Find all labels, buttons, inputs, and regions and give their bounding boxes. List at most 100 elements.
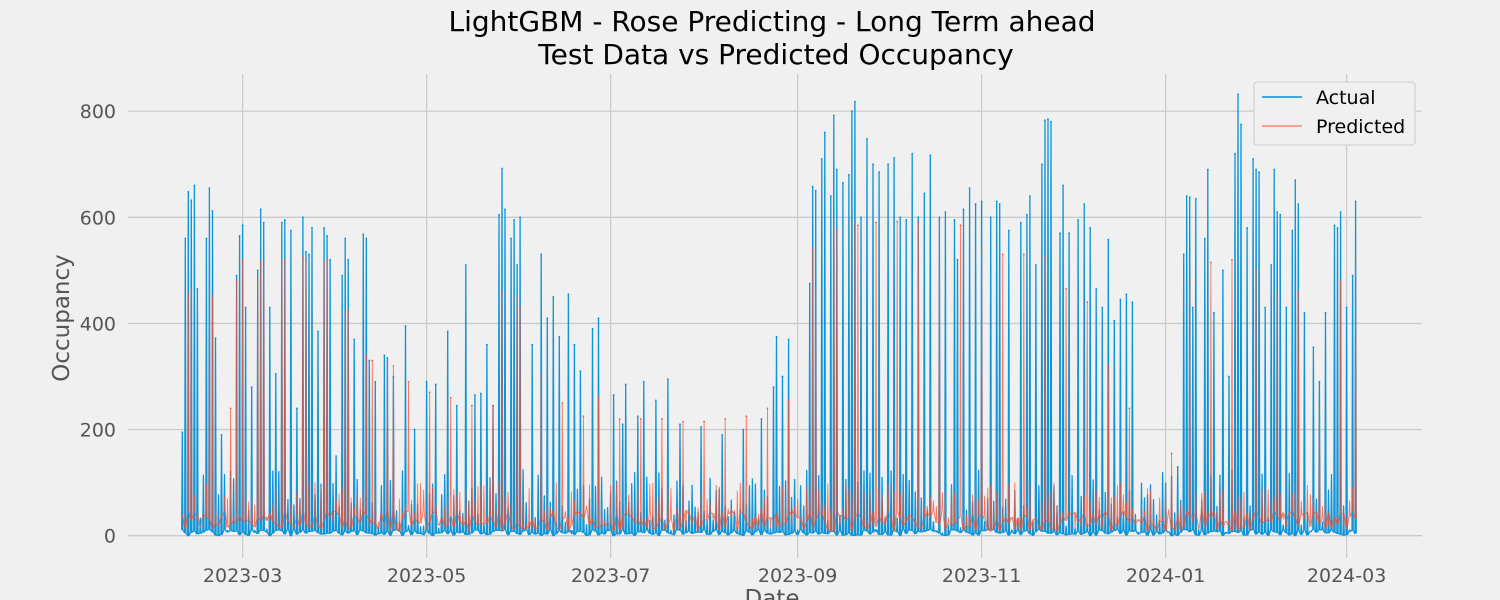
data-point-predicted bbox=[365, 354, 368, 357]
data-point-actual bbox=[887, 163, 890, 166]
data-point-actual bbox=[181, 431, 184, 434]
data-point-actual bbox=[208, 187, 211, 190]
data-point-actual bbox=[368, 359, 371, 362]
data-point-actual bbox=[362, 233, 365, 236]
data-point-actual bbox=[1188, 196, 1191, 199]
data-point-predicted bbox=[832, 221, 835, 224]
data-point-actual bbox=[974, 203, 977, 205]
data-point-predicted bbox=[241, 258, 244, 261]
y-tick-label: 200 bbox=[80, 420, 116, 442]
data-point-actual bbox=[1101, 306, 1104, 309]
legend-label-predicted: Predicted bbox=[1316, 116, 1405, 138]
data-point-predicted bbox=[470, 404, 473, 407]
data-point-predicted bbox=[540, 375, 543, 378]
data-point-actual bbox=[326, 234, 328, 237]
plot-area bbox=[181, 93, 1357, 537]
data-point-actual bbox=[841, 181, 844, 184]
data-point-actual bbox=[700, 426, 703, 428]
data-point-actual bbox=[1222, 269, 1224, 272]
data-point-actual bbox=[1035, 264, 1037, 266]
data-point-actual bbox=[832, 114, 835, 117]
data-point-actual bbox=[781, 375, 784, 378]
data-point-actual bbox=[835, 168, 838, 171]
data-point-actual bbox=[808, 282, 811, 285]
data-point-predicted bbox=[187, 293, 190, 296]
data-point-predicted bbox=[1001, 253, 1004, 256]
data-point-predicted bbox=[561, 402, 564, 404]
data-point-actual bbox=[944, 211, 947, 213]
data-point-actual bbox=[383, 354, 386, 357]
data-point-actual bbox=[1212, 311, 1215, 314]
data-point-actual bbox=[519, 216, 522, 219]
data-point-actual bbox=[1044, 119, 1046, 122]
data-point-actual bbox=[1297, 203, 1300, 205]
data-point-actual bbox=[980, 200, 983, 203]
data-point-actual bbox=[347, 258, 350, 261]
data-point-actual bbox=[1270, 264, 1273, 266]
data-point-predicted bbox=[326, 258, 328, 261]
data-point-actual bbox=[1194, 197, 1197, 200]
data-point-actual bbox=[591, 327, 594, 330]
data-point-actual bbox=[621, 423, 624, 426]
data-point-actual bbox=[667, 378, 669, 381]
data-point-actual bbox=[540, 253, 543, 256]
x-tick-label: 2024-03 bbox=[1307, 565, 1386, 587]
data-point-actual bbox=[1182, 253, 1185, 256]
data-point-predicted bbox=[1128, 407, 1131, 410]
data-point-predicted bbox=[449, 396, 452, 399]
data-point-predicted bbox=[235, 280, 238, 282]
series-line-actual bbox=[181, 93, 1357, 537]
data-point-actual bbox=[787, 338, 790, 341]
data-point-actual bbox=[567, 293, 570, 296]
data-point-actual bbox=[250, 386, 253, 389]
data-point-actual bbox=[283, 219, 286, 221]
data-point-actual bbox=[259, 208, 262, 211]
data-point-actual bbox=[968, 187, 971, 190]
x-tick-label: 2023-03 bbox=[203, 565, 282, 587]
data-point-actual bbox=[995, 200, 998, 203]
data-point-predicted bbox=[386, 362, 389, 365]
data-point-actual bbox=[1264, 306, 1267, 309]
data-point-actual bbox=[238, 234, 241, 237]
data-point-actual bbox=[1083, 203, 1086, 205]
data-point-actual bbox=[455, 404, 458, 407]
data-point-actual bbox=[510, 237, 512, 240]
data-point-predicted bbox=[724, 418, 727, 420]
data-point-actual bbox=[1276, 211, 1279, 213]
data-point-predicted bbox=[639, 418, 642, 420]
data-point-predicted bbox=[262, 259, 265, 262]
data-point-actual bbox=[721, 433, 724, 436]
data-point-actual bbox=[851, 110, 853, 113]
data-point-predicted bbox=[1044, 256, 1046, 258]
data-point-actual bbox=[193, 184, 196, 187]
data-point-actual bbox=[329, 258, 331, 261]
data-point-actual bbox=[404, 325, 407, 327]
data-point-actual bbox=[1240, 123, 1242, 126]
data-point-actual bbox=[241, 224, 244, 227]
data-point-predicted bbox=[211, 295, 214, 298]
data-point-actual bbox=[1203, 237, 1206, 240]
data-point-actual bbox=[1185, 195, 1188, 197]
data-point-actual bbox=[323, 227, 325, 229]
data-point-predicted bbox=[428, 391, 431, 394]
data-point-actual bbox=[679, 423, 681, 426]
data-point-actual bbox=[1345, 306, 1348, 309]
data-point-predicted bbox=[347, 309, 350, 312]
data-point-actual bbox=[1336, 227, 1339, 229]
data-point-actual bbox=[636, 415, 639, 418]
series-line-predicted bbox=[181, 219, 1357, 532]
data-point-predicted bbox=[703, 420, 706, 423]
chart-subtitle: Test Data vs Predicted Occupancy bbox=[537, 38, 1013, 71]
data-point-actual bbox=[262, 221, 265, 224]
data-point-actual bbox=[311, 227, 313, 229]
data-point-actual bbox=[854, 100, 856, 103]
data-point-actual bbox=[190, 199, 193, 202]
data-point-actual bbox=[305, 250, 307, 253]
data-point-predicted bbox=[283, 258, 286, 261]
data-point-actual bbox=[1062, 184, 1064, 187]
data-point-actual bbox=[1333, 224, 1336, 227]
data-point-actual bbox=[353, 338, 356, 341]
data-point-actual bbox=[308, 253, 310, 256]
data-point-predicted bbox=[660, 418, 663, 420]
